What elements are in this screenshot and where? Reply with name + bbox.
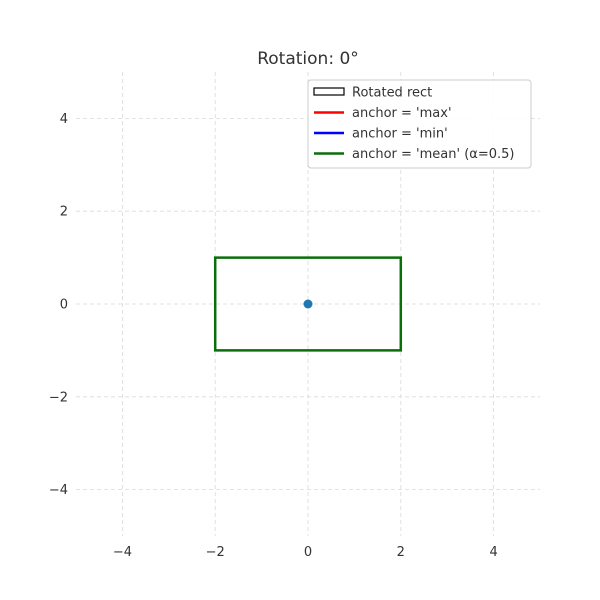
x-tick-label: 2 <box>397 545 405 560</box>
y-tick-label: −4 <box>49 483 68 498</box>
legend-box <box>307 79 532 169</box>
x-tick-label: −4 <box>113 545 132 560</box>
y-tick-label: 0 <box>60 298 68 313</box>
legend-swatch <box>313 87 345 96</box>
x-axis-ticks: −4 −2 0 2 4 <box>113 545 498 560</box>
x-tick-label: 4 <box>489 545 497 560</box>
points <box>303 299 313 309</box>
y-tick-label: −2 <box>49 390 68 405</box>
y-axis-ticks: −4 −2 0 2 4 <box>49 112 68 498</box>
x-tick-label: −2 <box>206 545 225 560</box>
chart-title: Rotation: 0° <box>257 49 359 69</box>
rect-outline-0 <box>213 256 403 352</box>
legend-entry-label: anchor = 'mean' (α=0.5) <box>352 147 514 162</box>
rectangles <box>213 256 403 352</box>
y-tick-label: 4 <box>60 112 68 127</box>
legend-entry-label: Rotated rect <box>352 86 432 101</box>
legend-entry-label: anchor = 'max' <box>352 106 452 121</box>
legend: Rotated rect anchor = 'max' anchor = 'min'… <box>307 79 532 169</box>
x-tick-label: 0 <box>304 545 312 560</box>
legend-entry-label: anchor = 'min' <box>352 127 448 142</box>
y-tick-label: 2 <box>60 205 68 220</box>
center-point-0 <box>303 299 313 309</box>
